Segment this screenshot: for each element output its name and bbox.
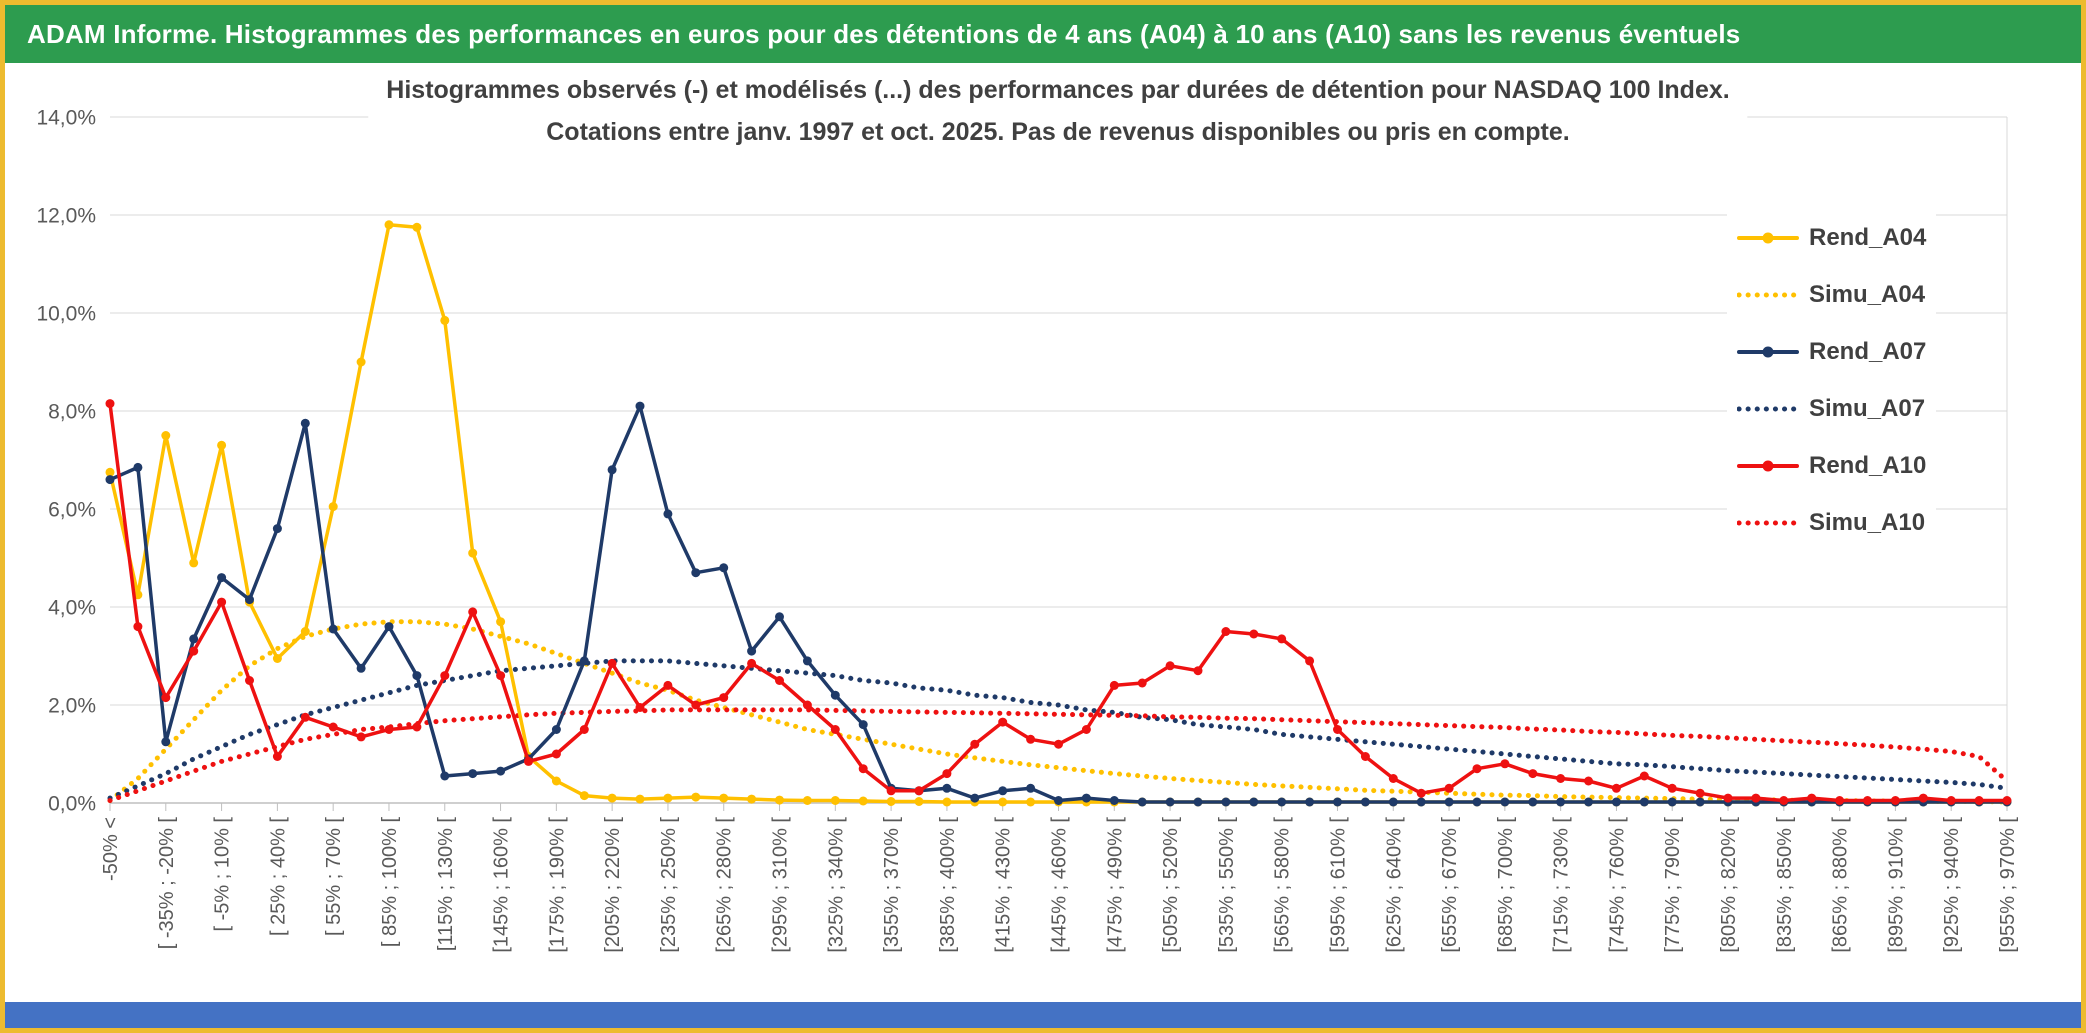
legend-label: Simu_A07 bbox=[1809, 394, 1926, 422]
svg-text:[865% ; 880% [: [865% ; 880% [ bbox=[1830, 817, 1852, 953]
svg-text:14,0%: 14,0% bbox=[36, 106, 96, 129]
svg-text:8,0%: 8,0% bbox=[48, 400, 96, 423]
svg-text:[ 55% ; 70% [: [ 55% ; 70% [ bbox=[323, 817, 345, 936]
svg-text:[ 85% ; 100% [: [ 85% ; 100% [ bbox=[379, 817, 401, 948]
legend-sample-simu-a10 bbox=[1737, 520, 1799, 525]
legend-label: Rend_A07 bbox=[1809, 337, 1927, 365]
svg-text:[895% ; 910% [: [895% ; 910% [ bbox=[1885, 817, 1907, 953]
legend-label: Simu_A10 bbox=[1809, 508, 1926, 536]
x-axis-labels: -50% < [ -35% ; -20% [ [ -5% ; 10% [ [ 25% … bbox=[100, 817, 2019, 953]
legend-label: Rend_A04 bbox=[1809, 223, 1927, 251]
svg-text:[355% ; 370% [: [355% ; 370% [ bbox=[881, 817, 903, 953]
legend-sample-rend-a04 bbox=[1737, 232, 1799, 243]
legend-sample-rend-a07 bbox=[1737, 346, 1799, 357]
legend-item-simu-a04[interactable]: Simu_A04 bbox=[1737, 266, 1926, 323]
svg-text:[625% ; 640% [: [625% ; 640% [ bbox=[1383, 817, 1405, 953]
legend-item-simu-a07[interactable]: Simu_A07 bbox=[1737, 380, 1926, 437]
bottom-bar bbox=[5, 1002, 2081, 1028]
title-bar: ADAM Informe. Histogrammes des performan… bbox=[5, 5, 2081, 63]
svg-text:[565% ; 580% [: [565% ; 580% [ bbox=[1272, 817, 1294, 953]
svg-text:[205% ; 220% [: [205% ; 220% [ bbox=[602, 817, 624, 953]
window-title: ADAM Informe. Histogrammes des performan… bbox=[27, 18, 1741, 49]
legend-label: Rend_A10 bbox=[1809, 451, 1927, 479]
svg-text:[535% ; 550% [: [535% ; 550% [ bbox=[1216, 817, 1238, 953]
y-axis-labels: 0,0% 2,0% 4,0% 6,0% 8,0% 10,0% 12,0% 14,0% bbox=[36, 106, 96, 815]
svg-text:[445% ; 460% [: [445% ; 460% [ bbox=[1049, 817, 1071, 953]
svg-text:[ -5% ; 10% [: [ -5% ; 10% [ bbox=[212, 817, 234, 932]
svg-text:[745% ; 760% [: [745% ; 760% [ bbox=[1606, 817, 1628, 953]
legend-item-rend-a07[interactable]: Rend_A07 bbox=[1737, 323, 1926, 380]
svg-text:6,0%: 6,0% bbox=[48, 498, 96, 521]
svg-text:12,0%: 12,0% bbox=[36, 204, 96, 227]
chart-plot: 0,0% 2,0% 4,0% 6,0% 8,0% 10,0% 12,0% 14,0% -50% … bbox=[36, 106, 2019, 953]
svg-text:[ 25% ; 40% [: [ 25% ; 40% [ bbox=[267, 817, 289, 936]
chart-title-line2: Cotations entre janv. 1997 et oct. 2025.… bbox=[546, 118, 1570, 146]
legend-item-rend-a04[interactable]: Rend_A04 bbox=[1737, 209, 1926, 266]
svg-text:[ -35% ; -20% [: [ -35% ; -20% [ bbox=[156, 817, 178, 950]
chart-area: 0,0% 2,0% 4,0% 6,0% 8,0% 10,0% 12,0% 14,0% -50% … bbox=[5, 63, 2081, 1002]
svg-text:[805% ; 820% [: [805% ; 820% [ bbox=[1718, 817, 1740, 953]
svg-text:[595% ; 610% [: [595% ; 610% [ bbox=[1327, 817, 1349, 953]
svg-text:[685% ; 700% [: [685% ; 700% [ bbox=[1495, 817, 1517, 953]
chart-title: Histogrammes observés (-) et modélisés (… bbox=[368, 67, 1748, 155]
svg-text:0,0%: 0,0% bbox=[48, 792, 96, 815]
svg-text:[385% ; 400% [: [385% ; 400% [ bbox=[937, 817, 959, 953]
legend-sample-rend-a10 bbox=[1737, 460, 1799, 471]
series-Rend_A10 bbox=[105, 399, 2012, 805]
svg-text:[265% ; 280% [: [265% ; 280% [ bbox=[714, 817, 736, 953]
legend-item-rend-a10[interactable]: Rend_A10 bbox=[1737, 437, 1926, 494]
svg-text:10,0%: 10,0% bbox=[36, 302, 96, 325]
svg-text:[775% ; 790% [: [775% ; 790% [ bbox=[1662, 817, 1684, 953]
svg-text:[295% ; 310% [: [295% ; 310% [ bbox=[770, 817, 792, 953]
legend-label: Simu_A04 bbox=[1809, 280, 1926, 308]
y-gridlines bbox=[110, 116, 2007, 706]
svg-text:[475% ; 490% [: [475% ; 490% [ bbox=[1104, 817, 1126, 953]
chart-title-line1: Histogrammes observés (-) et modélisés (… bbox=[386, 76, 1730, 104]
svg-text:[325% ; 340% [: [325% ; 340% [ bbox=[825, 817, 847, 953]
svg-text:-50% <: -50% < bbox=[100, 817, 122, 881]
series-Simu_A10 bbox=[107, 707, 2010, 803]
svg-text:[655% ; 670% [: [655% ; 670% [ bbox=[1439, 817, 1461, 953]
svg-text:[145% ; 160% [: [145% ; 160% [ bbox=[491, 817, 513, 953]
svg-text:[235% ; 250% [: [235% ; 250% [ bbox=[658, 817, 680, 953]
series-Simu_A07 bbox=[107, 658, 2010, 801]
legend-item-simu-a10[interactable]: Simu_A10 bbox=[1737, 494, 1926, 551]
legend-sample-simu-a07 bbox=[1737, 406, 1799, 411]
svg-text:4,0%: 4,0% bbox=[48, 596, 96, 619]
series-Rend_A04 bbox=[105, 220, 2012, 807]
svg-text:[925% ; 940% [: [925% ; 940% [ bbox=[1941, 817, 1963, 953]
svg-text:[115% ; 130% [: [115% ; 130% [ bbox=[435, 817, 457, 952]
legend-sample-simu-a04 bbox=[1737, 292, 1799, 297]
svg-text:[835% ; 850% [: [835% ; 850% [ bbox=[1774, 817, 1796, 953]
svg-text:[175% ; 190% [: [175% ; 190% [ bbox=[546, 817, 568, 953]
series-Simu_A04 bbox=[107, 619, 2010, 805]
svg-text:[415% ; 430% [: [415% ; 430% [ bbox=[993, 817, 1015, 953]
svg-text:[715% ; 730% [: [715% ; 730% [ bbox=[1551, 817, 1573, 953]
svg-text:2,0%: 2,0% bbox=[48, 694, 96, 717]
svg-text:[505% ; 520% [: [505% ; 520% [ bbox=[1160, 817, 1182, 953]
svg-text:[955% ; 970% [: [955% ; 970% [ bbox=[1997, 817, 2019, 953]
chart-legend: Rend_A04 Simu_A04 Rend_A07 Simu_A07 Rend… bbox=[1727, 205, 1937, 555]
